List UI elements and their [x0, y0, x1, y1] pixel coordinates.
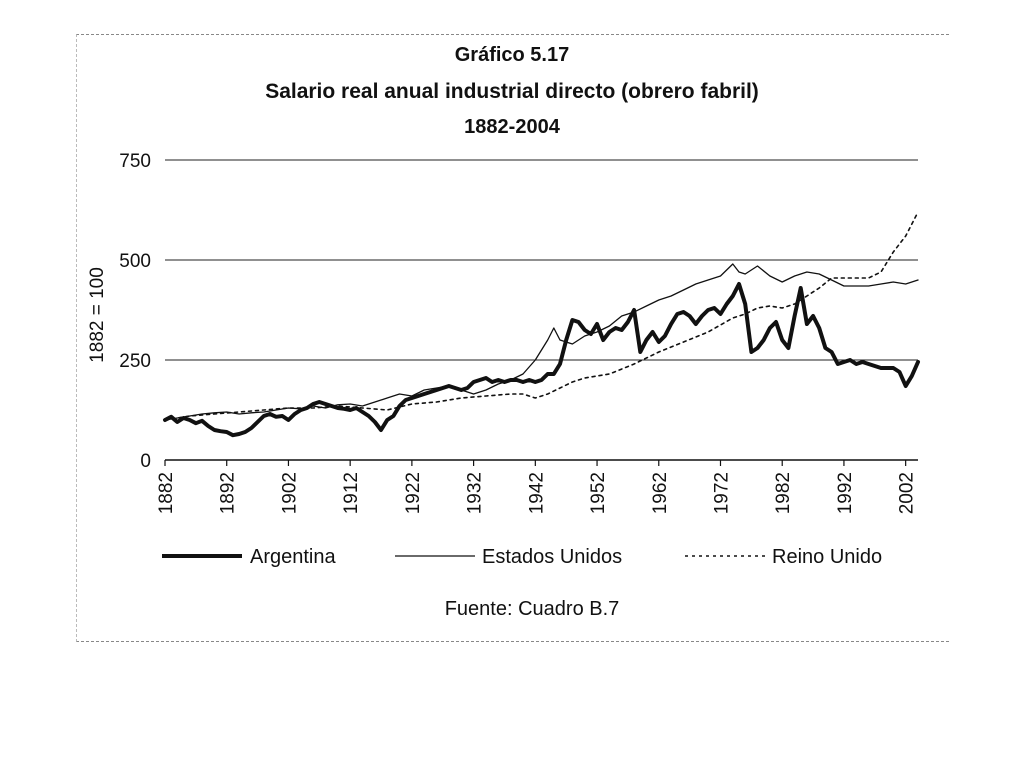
- chart-period: 1882-2004: [464, 116, 560, 138]
- y-axis-label: 1882 = 100: [87, 267, 108, 363]
- y-tick-label: 0: [140, 451, 151, 472]
- x-tick-label: 1932: [465, 472, 486, 514]
- chart-subtitle: Salario real anual industrial directo (o…: [265, 80, 759, 103]
- x-tick-label: 2002: [897, 472, 918, 514]
- x-tick-label: 1942: [526, 472, 547, 514]
- chart-title: Gráfico 5.17: [454, 44, 570, 66]
- chart-grid: [165, 159, 918, 361]
- x-tick-label: 1962: [650, 472, 671, 514]
- chart-axes: 0 250 500 750 1882 = 100 1882 1892 1902 1912 1922…: [87, 151, 918, 514]
- legend-label: Argentina: [250, 546, 336, 568]
- x-tick-label: 1882: [156, 472, 177, 514]
- y-tick-label: 250: [119, 351, 151, 372]
- x-tick-label: 1892: [218, 472, 239, 514]
- x-tick-label: 1972: [711, 472, 732, 514]
- chart-series: [163, 211, 920, 438]
- chart-source: Fuente: Cuadro B.7: [444, 598, 620, 620]
- y-tick-label: 500: [119, 251, 151, 272]
- x-tick-label: 1982: [773, 472, 794, 514]
- series-line-argentina: [163, 282, 920, 438]
- legend-label: Reino Unido: [772, 546, 882, 568]
- chart-legend: Argentina Estados Unidos Reino Unido: [162, 546, 882, 568]
- chart-frame: [76, 34, 949, 642]
- series-line-reino-unido: [164, 211, 919, 421]
- legend-label: Estados Unidos: [482, 546, 622, 568]
- x-tick-label: 1952: [588, 472, 609, 514]
- y-tick-label: 750: [119, 151, 151, 172]
- x-tick-label: 1922: [403, 472, 424, 514]
- series-line-estados-unidos: [164, 263, 919, 421]
- x-tick-label: 1992: [835, 472, 856, 514]
- x-tick-label: 1902: [279, 472, 300, 514]
- x-tick-label: 1912: [341, 472, 362, 514]
